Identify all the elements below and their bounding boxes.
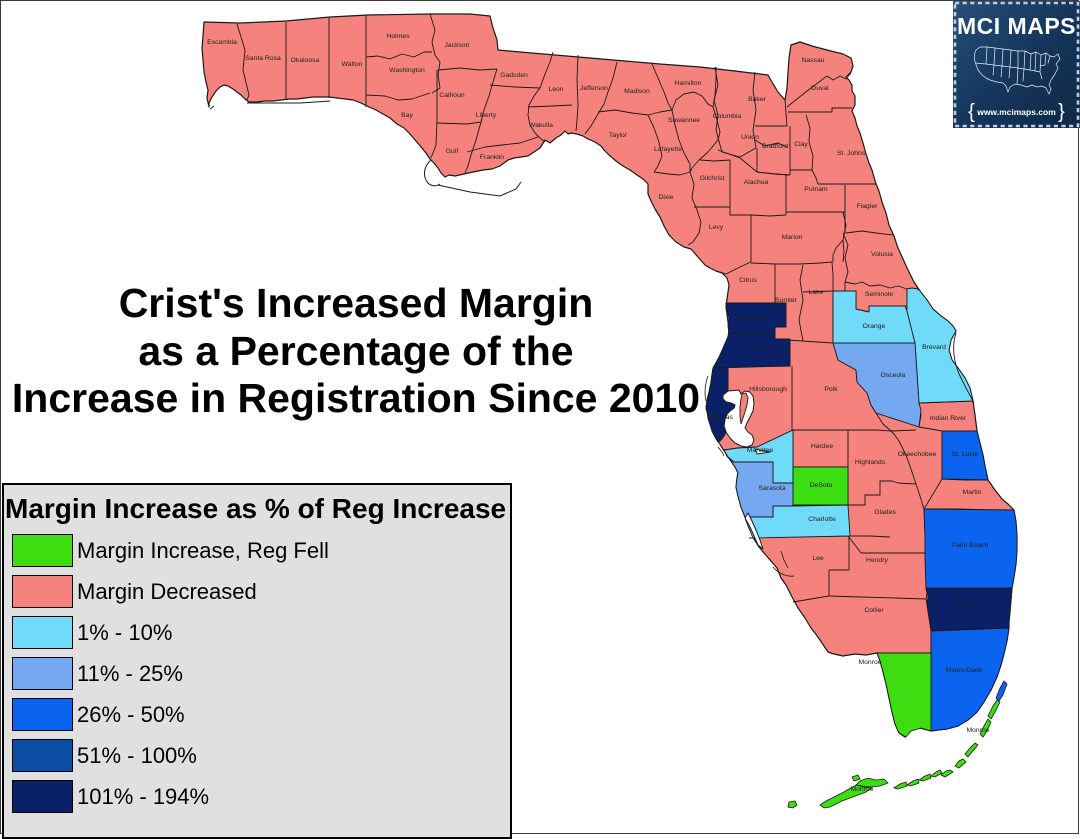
svg-text:Taylor: Taylor — [609, 132, 628, 139]
svg-text:Hamilton: Hamilton — [675, 80, 702, 87]
svg-text:Suwannee: Suwannee — [668, 117, 700, 124]
svg-text:Levy: Levy — [709, 224, 724, 231]
svg-text:Washington: Washington — [389, 67, 425, 74]
svg-text:Dixie: Dixie — [658, 194, 673, 201]
svg-text:Bay: Bay — [401, 112, 413, 119]
svg-text:Broward: Broward — [955, 601, 981, 608]
svg-text:Seminole: Seminole — [865, 291, 894, 298]
svg-text:Gulf: Gulf — [446, 148, 459, 155]
svg-text:Jackson: Jackson — [445, 42, 470, 49]
svg-text:Polk: Polk — [824, 386, 838, 393]
svg-text:Lee: Lee — [812, 555, 824, 562]
svg-text:DeSoto: DeSoto — [810, 482, 833, 489]
svg-text:Bradford: Bradford — [762, 143, 788, 150]
svg-text:Martin: Martin — [963, 489, 982, 496]
svg-text:Madison: Madison — [624, 88, 650, 95]
svg-text:Marion: Marion — [782, 234, 803, 241]
svg-text:Highlands: Highlands — [855, 459, 886, 466]
svg-text:Nassau: Nassau — [801, 57, 824, 64]
svg-text:Clay: Clay — [794, 141, 808, 148]
svg-text:Monroe: Monroe — [858, 659, 881, 666]
svg-text:Citrus: Citrus — [739, 277, 757, 284]
svg-text:Brevard: Brevard — [922, 344, 946, 351]
svg-text:St. Lucie: St. Lucie — [952, 451, 979, 458]
svg-text:Escambia: Escambia — [207, 39, 237, 46]
svg-text:Putnam: Putnam — [804, 186, 828, 193]
svg-text:Liberty: Liberty — [476, 112, 497, 119]
svg-text:Collier: Collier — [864, 607, 884, 614]
svg-text:Alachua: Alachua — [744, 179, 769, 186]
svg-text:Flagler: Flagler — [857, 203, 879, 210]
svg-text:Manatee: Manatee — [747, 447, 774, 454]
svg-text:Hillsborough: Hillsborough — [749, 386, 787, 393]
svg-text:Indian River: Indian River — [930, 415, 967, 422]
svg-text:Duval: Duval — [811, 85, 829, 92]
svg-text:Baker: Baker — [748, 96, 766, 103]
svg-text:Miami-Dade: Miami-Dade — [946, 667, 983, 674]
svg-text:Santa Rosa: Santa Rosa — [245, 55, 281, 62]
svg-text:Walton: Walton — [342, 61, 363, 68]
svg-text:Holmes: Holmes — [386, 33, 410, 40]
svg-text:Charlotte: Charlotte — [808, 516, 836, 523]
svg-text:Pinellas: Pinellas — [709, 414, 733, 421]
svg-text:Monroe: Monroe — [966, 727, 989, 734]
svg-text:Okeechobee: Okeechobee — [898, 451, 937, 458]
svg-text:Calhoun: Calhoun — [439, 92, 465, 99]
svg-text:St. Johns: St. Johns — [837, 150, 866, 157]
svg-text:Gilchrist: Gilchrist — [700, 175, 725, 182]
svg-text:Glades: Glades — [874, 509, 896, 516]
svg-text:Columbia: Columbia — [713, 113, 742, 120]
svg-text:Union: Union — [741, 134, 759, 141]
svg-text:Leon: Leon — [548, 86, 563, 93]
svg-text:Volusia: Volusia — [871, 251, 893, 258]
svg-text:Osceola: Osceola — [881, 372, 906, 379]
svg-text:Monroe: Monroe — [850, 786, 873, 793]
svg-text:Pasco: Pasco — [751, 344, 770, 351]
svg-text:Hendry: Hendry — [866, 557, 889, 564]
svg-text:Orange: Orange — [863, 323, 886, 330]
svg-text:Jefferson: Jefferson — [580, 85, 608, 92]
svg-text:Hardee: Hardee — [811, 443, 834, 450]
svg-text:Sumter: Sumter — [775, 297, 798, 304]
svg-text:Lake: Lake — [809, 289, 824, 296]
svg-text:Lafayette: Lafayette — [654, 146, 682, 153]
svg-text:Sarasota: Sarasota — [758, 485, 785, 492]
svg-text:Palm Beach: Palm Beach — [952, 542, 989, 549]
svg-text:Hernando: Hernando — [735, 315, 765, 322]
svg-text:Gadsden: Gadsden — [500, 72, 528, 79]
svg-text:Franklin: Franklin — [480, 154, 504, 161]
svg-text:Okaloosa: Okaloosa — [291, 57, 320, 64]
svg-text:Wakulla: Wakulla — [529, 122, 553, 129]
